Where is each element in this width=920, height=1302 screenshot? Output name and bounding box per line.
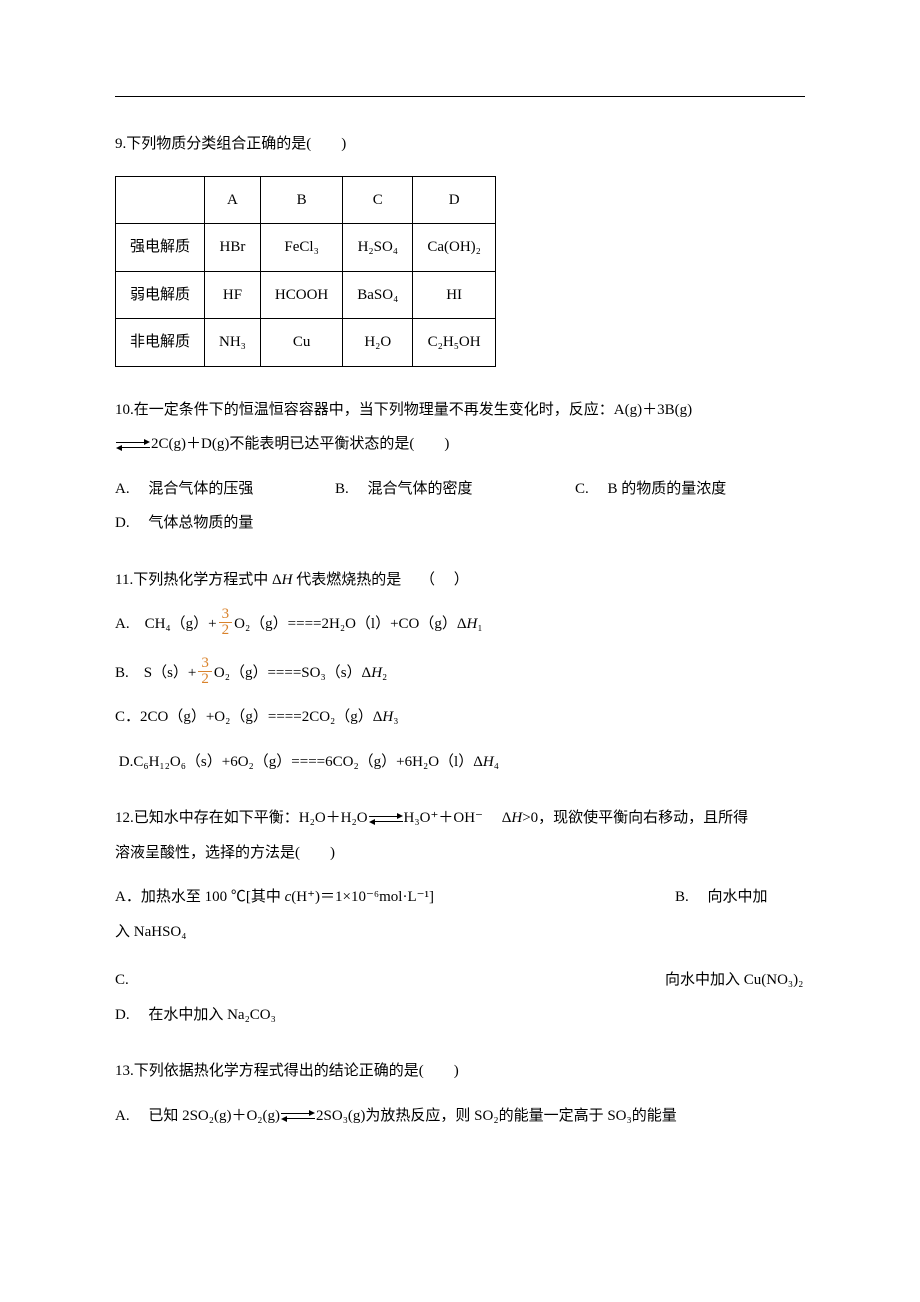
cell: HF [205, 271, 261, 319]
cell: 非电解质 [116, 319, 205, 367]
q11-c-text: C．2CO（g）+O₂（g）====2CO₂（g）ΔH₃ [115, 709, 399, 725]
q11-b-pre: B. S（s）+ [115, 665, 196, 681]
frac-num: 3 [198, 656, 212, 672]
q11-opt-d: D.C₆H₁₂O₆（s）+6O₂（g）====6CO₂（g）+6H₂O（l）ΔH… [115, 745, 805, 780]
cell: C₂H₅OH [413, 319, 496, 367]
q11-stem: 11.下列热化学方程式中 ΔH 代表燃烧热的是 （ ） [115, 563, 805, 598]
q12-row-ab: A．加热水至 100 ℃[其中 c(H⁺)＝1×10⁻⁶mol·L⁻¹] B. … [115, 880, 805, 915]
cell: HCOOH [260, 271, 342, 319]
frac-num: 3 [219, 607, 233, 623]
question-13: 13.下列依据热化学方程式得出的结论正确的是( ) A. 已知 2SO₂(g)＋… [115, 1054, 805, 1133]
q10-opt-d: D. 气体总物质的量 [115, 506, 805, 541]
q10-opt-b: B. 混合气体的密度 [335, 472, 575, 507]
cell: H₂O [343, 319, 413, 367]
cell: FeCl₃ [260, 224, 342, 272]
table-row: 强电解质 HBr FeCl₃ H₂SO₄ Ca(OH)₂ [116, 224, 496, 272]
q13-opt-a: A. 已知 2SO₂(g)＋O₂(g) 2SO₃(g)为放热反应，则 SO₂的能量… [115, 1099, 805, 1134]
q12-stem-b: H₃O⁺＋OH⁻ ΔH>0，现欲使平衡向右移动，且所得 [404, 810, 749, 826]
q11-opt-b: B. S（s）+32O₂（g）====SO₃（s）ΔH₂ [115, 656, 805, 691]
header-rule [115, 96, 805, 97]
question-12: 12.已知水中存在如下平衡：H₂O＋H₂O H₃O⁺＋OH⁻ ΔH>0，现欲使平衡… [115, 801, 805, 1032]
q12-opt-b-post: 入 NaHSO₄ [115, 915, 805, 950]
cell: Ca(OH)₂ [413, 224, 496, 272]
cell: 弱电解质 [116, 271, 205, 319]
frac-den: 2 [198, 672, 212, 687]
q11-a-post: O₂（g）====2H₂O（l）+CO（g）ΔH₁ [234, 616, 482, 632]
table-row: A B C D [116, 176, 496, 224]
q12-opt-a: A．加热水至 100 ℃[其中 c(H⁺)＝1×10⁻⁶mol·L⁻¹] [115, 880, 675, 915]
equilibrium-arrow-icon [281, 1111, 315, 1121]
q13-a-pre: A. 已知 2SO₂(g)＋O₂(g) [115, 1108, 280, 1124]
q11-d-text: D.C₆H₁₂O₆（s）+6O₂（g）====6CO₂（g）+6H₂O（l）ΔH… [115, 754, 499, 770]
table-row: 弱电解质 HF HCOOH BaSO₄ HI [116, 271, 496, 319]
q11-b-post: O₂（g）====SO₃（s）ΔH₂ [214, 665, 387, 681]
q12-stem-c: 溶液呈酸性，选择的方法是( ) [115, 845, 335, 861]
q11-stem-text: 11.下列热化学方程式中 ΔH 代表燃烧热的是 （ ） [115, 572, 469, 588]
question-11: 11.下列热化学方程式中 ΔH 代表燃烧热的是 （ ） A. CH₄（g）+32… [115, 563, 805, 780]
cell [116, 176, 205, 224]
q9-table: A B C D 强电解质 HBr FeCl₃ H₂SO₄ Ca(OH)₂ 弱电解… [115, 176, 496, 367]
q11-opt-c: C．2CO（g）+O₂（g）====2CO₂（g）ΔH₃ [115, 700, 805, 735]
q12-opt-c: C. [115, 963, 665, 998]
cell: B [260, 176, 342, 224]
q11-opt-a: A. CH₄（g）+32O₂（g）====2H₂O（l）+CO（g）ΔH₁ [115, 607, 805, 642]
q12-opt-d: D. 在水中加入 Na₂CO₃ [115, 998, 805, 1033]
question-10: 10.在一定条件下的恒温恒容容器中，当下列物理量不再发生变化时，反应：A(g)＋… [115, 393, 805, 541]
frac-den: 2 [219, 623, 233, 638]
fraction-3-2: 32 [219, 607, 233, 638]
cell: HBr [205, 224, 261, 272]
question-9: 9.下列物质分类组合正确的是( ) A B C D 强电解质 HBr FeCl₃… [115, 127, 805, 367]
q13-stem: 13.下列依据热化学方程式得出的结论正确的是( ) [115, 1054, 805, 1089]
cell: BaSO₄ [343, 271, 413, 319]
q10-opt-a: A. 混合气体的压强 [115, 472, 335, 507]
q12-row-c: C. 向水中加入 Cu(NO₃)₂ [115, 963, 805, 998]
q12-opt-b-pre: B. 向水中加 [675, 880, 768, 915]
q10-stem-a: 10.在一定条件下的恒温恒容容器中，当下列物理量不再发生变化时，反应：A(g)＋… [115, 402, 692, 418]
cell: HI [413, 271, 496, 319]
q12-opt-c-tail: 向水中加入 Cu(NO₃)₂ [665, 963, 803, 998]
cell: 强电解质 [116, 224, 205, 272]
q10-stem-b: 2C(g)＋D(g)不能表明已达平衡状态的是( ) [151, 436, 449, 452]
q13-a-post: 2SO₃(g)为放热反应，则 SO₂的能量一定高于 SO₃的能量 [316, 1108, 677, 1124]
q10-options-row1: A. 混合气体的压强 B. 混合气体的密度 C. B 的物质的量浓度 [115, 472, 805, 507]
equilibrium-arrow-icon [369, 814, 403, 824]
cell: A [205, 176, 261, 224]
table-row: 非电解质 NH₃ Cu H₂O C₂H₅OH [116, 319, 496, 367]
cell: NH₃ [205, 319, 261, 367]
q10-stem: 10.在一定条件下的恒温恒容容器中，当下列物理量不再发生变化时，反应：A(g)＋… [115, 393, 805, 462]
cell: C [343, 176, 413, 224]
equilibrium-arrow-icon [116, 440, 150, 450]
cell: H₂SO₄ [343, 224, 413, 272]
q10-opt-c: C. B 的物质的量浓度 [575, 472, 726, 507]
q12-stem-a: 12.已知水中存在如下平衡：H₂O＋H₂O [115, 810, 368, 826]
cell: D [413, 176, 496, 224]
fraction-3-2: 32 [198, 656, 212, 687]
cell: Cu [260, 319, 342, 367]
q11-a-pre: A. CH₄（g）+ [115, 616, 217, 632]
q12-stem: 12.已知水中存在如下平衡：H₂O＋H₂O H₃O⁺＋OH⁻ ΔH>0，现欲使平衡… [115, 801, 805, 870]
q9-stem: 9.下列物质分类组合正确的是( ) [115, 127, 805, 162]
